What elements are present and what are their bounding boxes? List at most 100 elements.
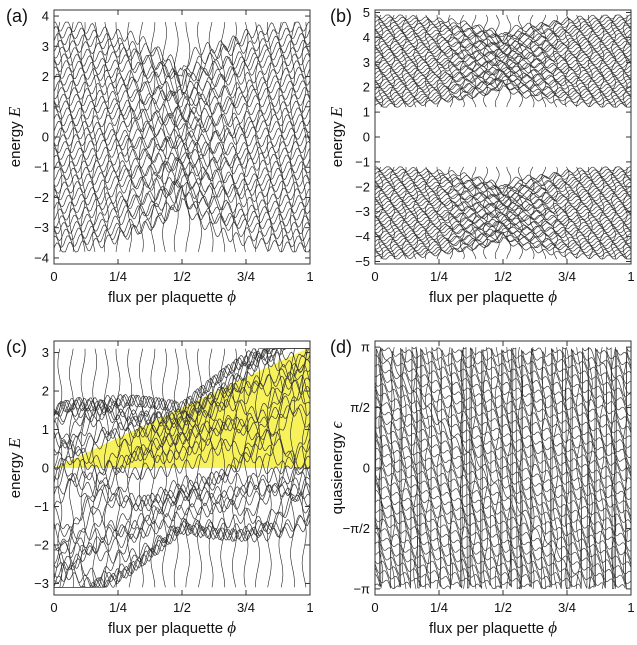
spectrum-line (448, 166, 454, 260)
spectrum-line (375, 75, 631, 93)
spectrum-line (375, 205, 631, 216)
spectrum-line (599, 14, 605, 108)
spectrum-line (54, 455, 310, 555)
y-tick-label: −1 (34, 499, 49, 514)
spectrum-line (375, 348, 631, 588)
spectrum-line (483, 14, 488, 108)
spectrum-line (375, 207, 631, 217)
spectrum-line (494, 166, 500, 260)
spectrum-line (448, 347, 454, 589)
x-tick-label: 1 (627, 600, 634, 615)
spectrum-line (375, 221, 631, 234)
spectrum-line (375, 67, 631, 79)
spectrum-line (80, 22, 86, 252)
spectrum-line (54, 185, 310, 235)
spectrum-line (255, 348, 260, 588)
y-tick-label: −1 (34, 160, 49, 175)
spectrum-line (576, 14, 581, 108)
spectrum-line (266, 348, 272, 588)
y-tick-label: 3 (363, 55, 370, 70)
spectrum-line (138, 22, 144, 252)
spectrum-line (69, 22, 74, 252)
spectrum-line (459, 14, 465, 108)
spectrum-line (529, 347, 535, 589)
spectrum-line (375, 24, 631, 45)
spectrum-line (375, 203, 631, 214)
spectrum-line (401, 166, 407, 260)
spectrum-line (173, 22, 179, 252)
spectrum-line (436, 347, 442, 589)
spectrum-line (54, 184, 310, 242)
spectrum-line (127, 22, 133, 252)
y-axis-label: energy E (5, 106, 24, 167)
spectrum-line (243, 22, 249, 252)
x-tick-label: 1/4 (430, 600, 448, 615)
spectrum-line (103, 348, 109, 588)
spectrum-line (576, 347, 581, 589)
spectrum-line (375, 69, 631, 82)
spectrum-line (564, 166, 570, 260)
spectrum-line (541, 166, 547, 260)
spectrum-line (375, 51, 631, 62)
spectrum-line (375, 351, 631, 589)
spectrum-line (54, 354, 310, 480)
y-tick-label: 2 (42, 69, 49, 84)
shaded-region (54, 347, 310, 468)
spectrum-line (599, 166, 605, 260)
spectrum-line (459, 166, 465, 260)
x-tick-label: 1/4 (109, 269, 127, 284)
y-tick-label: 1 (363, 105, 370, 120)
spectrum-line (390, 14, 395, 108)
spectrum-line (375, 349, 631, 588)
panel-label: (c) (6, 337, 27, 357)
x-tick-label: 3/4 (237, 269, 255, 284)
y-tick-label: 2 (363, 80, 370, 95)
spectrum-line (622, 14, 628, 108)
spectrum-line (506, 347, 512, 589)
spectrum-line (185, 348, 191, 588)
spectrum-line (506, 166, 512, 260)
spectrum-line (375, 350, 631, 589)
spectrum-line (518, 166, 523, 260)
spectrum-line (506, 14, 512, 108)
spectrum-line (483, 347, 488, 589)
spectrum-line (424, 347, 430, 589)
spectrum-line (54, 142, 310, 167)
spectrum-line (518, 347, 523, 589)
spectrum-line (375, 14, 631, 37)
spectrum-line (54, 348, 310, 512)
spectrum-line (375, 348, 631, 590)
spectrum-line (57, 348, 63, 588)
spectrum-line (375, 350, 631, 589)
x-tick-label: 0 (371, 269, 378, 284)
spectrum-line (494, 347, 500, 589)
y-tick-label: −π (353, 581, 370, 596)
x-tick-label: 3/4 (558, 600, 576, 615)
spectrum-line (599, 347, 605, 589)
spectrum-line (413, 166, 419, 260)
spectrum-line (54, 159, 310, 194)
y-tick-label: 2 (42, 384, 49, 399)
spectrum-line (587, 347, 593, 589)
spectrum-line (266, 22, 272, 252)
spectrum-line (375, 173, 631, 196)
spectrum-line (69, 348, 74, 588)
spectrum-line (413, 14, 419, 108)
spectrum-line (483, 166, 488, 260)
y-tick-label: 4 (363, 30, 370, 45)
spectrum-line (471, 166, 477, 260)
spectrum-line (232, 22, 237, 252)
spectrum-line (220, 22, 226, 252)
spectrum-line (553, 14, 558, 108)
spectrum-line (459, 347, 465, 589)
spectrum-line (54, 100, 310, 126)
y-tick-label: −2 (34, 537, 49, 552)
spectrum-line (375, 349, 631, 589)
spectrum-line (54, 39, 310, 94)
spectrum-line (54, 107, 310, 129)
spectrum-line (375, 347, 631, 588)
spectrum-line (208, 22, 214, 252)
x-tick-label: 1 (306, 600, 313, 615)
spectrum-line (541, 14, 547, 108)
spectrum-line (494, 14, 500, 108)
